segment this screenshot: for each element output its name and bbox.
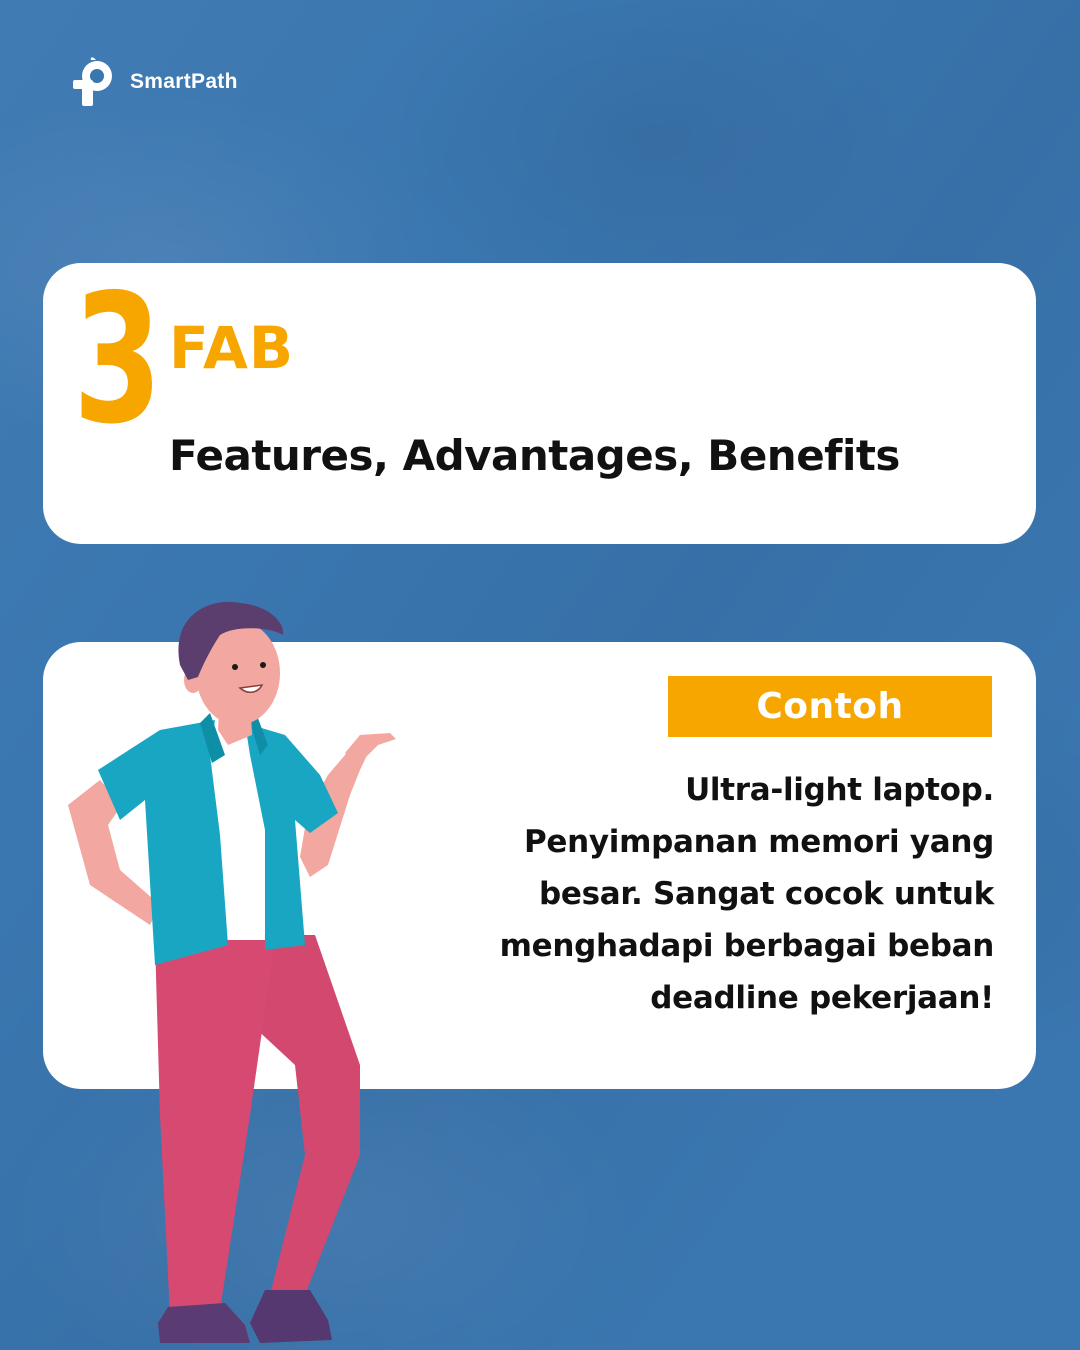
section-subtitle: Features, Advantages, Benefits — [169, 431, 900, 480]
example-line: Penyimpanan memori yang — [523, 824, 994, 860]
example-line: menghadapi berbagai beban — [499, 928, 995, 964]
step-number: 3 — [73, 256, 163, 463]
example-line: deadline pekerjaan! — [650, 980, 994, 1016]
smartpath-logo-icon — [73, 57, 112, 106]
example-badge-label: Contoh — [756, 686, 904, 727]
brand-name: SmartPath — [130, 70, 238, 93]
example-line: Ultra-light laptop. — [685, 772, 994, 808]
example-text: Ultra-light laptop. Penyimpanan memori y… — [394, 764, 995, 1024]
brand-logo: SmartPath — [70, 56, 238, 108]
example-badge: Contoh — [668, 676, 992, 737]
section-title: FAB — [169, 314, 295, 382]
example-line: besar. Sangat cocok untuk — [539, 876, 994, 912]
header-card: 3 FAB Features, Advantages, Benefits — [43, 263, 1036, 544]
presenting-man-illustration — [68, 601, 396, 1343]
